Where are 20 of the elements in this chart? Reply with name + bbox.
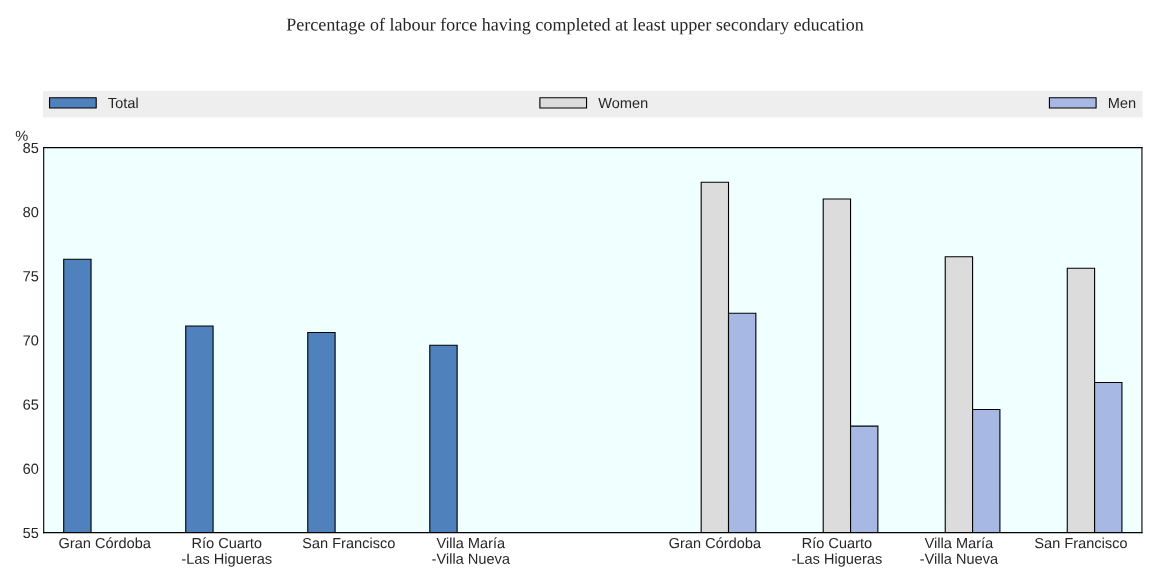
x-tick-label: Villa María -Villa Nueva [432,537,510,564]
y-axis-title: % [15,130,28,141]
x-tick-label: San Francisco [1035,537,1127,549]
y-tick-label: 85 [23,142,39,154]
y-tick-label: 70 [23,335,39,346]
x-tick-label: Río Cuarto -Las Higueras [792,537,882,567]
y-tick-label: 65 [23,399,39,410]
y-tick-label: 80 [23,206,39,218]
x-tick-label: Villa María -Villa Nueva [920,537,999,564]
legend-label: Women [598,97,648,109]
y-tick-label: 75 [23,271,39,282]
x-tick-label: Gran Córdoba [59,537,151,549]
legend-label: Men [1108,97,1136,109]
x-tick-label: Río Cuarto -Las Higueras [182,537,272,567]
legend-label: Total [108,97,138,109]
x-tick-label: Gran Córdoba [669,537,762,549]
y-tick-label: 55 [23,527,39,539]
x-tick-label: San Francisco [302,537,395,549]
y-tick-label: 60 [23,463,39,474]
chart-title: Percentage of labour force having completed at least upper secondary education [286,17,864,35]
